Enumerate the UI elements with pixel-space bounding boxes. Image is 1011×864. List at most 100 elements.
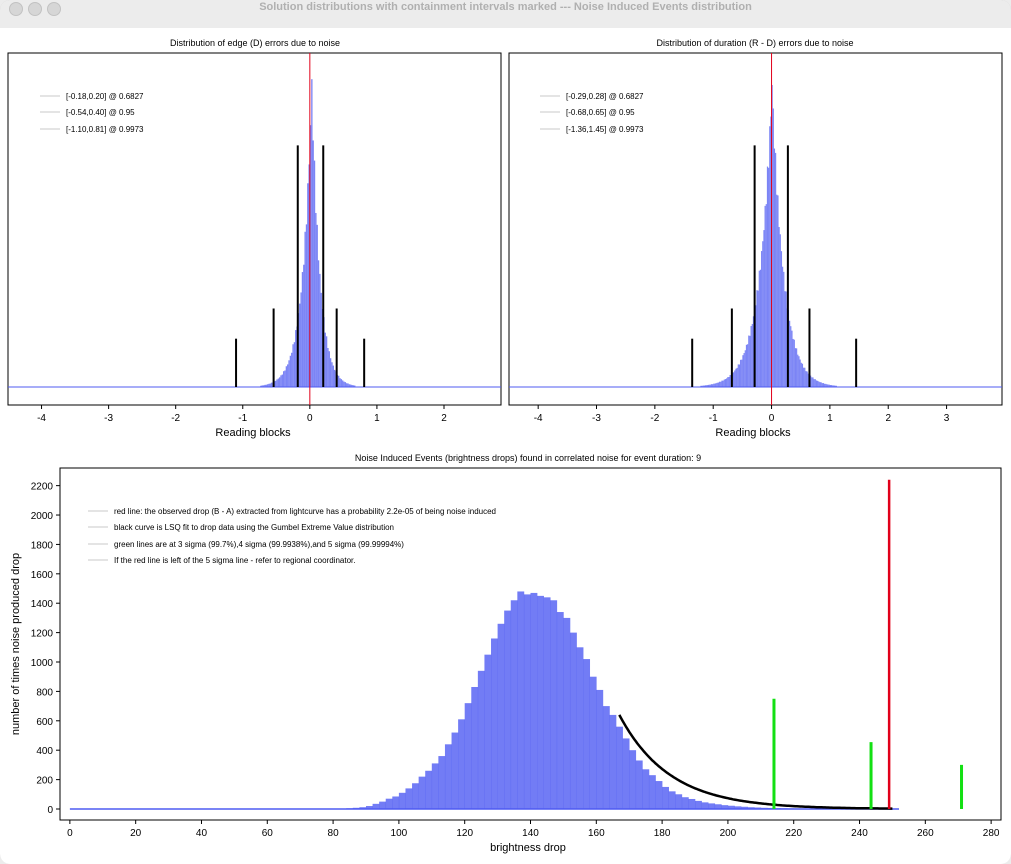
histogram-bar — [438, 756, 446, 809]
close-window-button[interactable] — [9, 2, 23, 16]
histogram-bar — [798, 356, 800, 387]
histogram-bar — [820, 382, 822, 387]
histogram-bar — [365, 806, 373, 809]
legend-entry: If the red line is left of the 5 sigma l… — [114, 556, 355, 565]
x-axis-label: brightness drop — [490, 842, 566, 854]
histogram-bar — [569, 632, 577, 809]
histogram-bar — [806, 371, 808, 387]
histogram-bar — [325, 336, 328, 387]
histogram-bar — [701, 385, 703, 387]
histogram-bar — [745, 344, 748, 387]
histogram-bar — [609, 714, 617, 809]
legend-entry: [-0.18,0.20] @ 0.6827 — [66, 92, 144, 101]
histogram-bar — [741, 806, 748, 809]
interval-lines — [235, 145, 366, 387]
histogram-bar — [332, 365, 334, 387]
histogram-bar — [412, 783, 419, 809]
x-tick-label: 240 — [851, 828, 868, 839]
x-tick-label: 220 — [785, 828, 802, 839]
histogram-bar — [348, 384, 351, 387]
histogram-bar — [764, 205, 766, 387]
chart-title: Distribution of edge (D) errors due to n… — [170, 38, 340, 48]
histogram-bar — [291, 352, 293, 387]
y-tick-label: 1800 — [31, 540, 54, 551]
histogram-bar — [797, 354, 799, 387]
histogram-bar — [288, 360, 290, 387]
histogram-bar — [751, 323, 753, 387]
x-tick-label: 1 — [827, 413, 833, 424]
histogram-bar — [266, 384, 269, 387]
histogram-bar — [550, 600, 558, 809]
histogram-bar — [622, 738, 630, 809]
histogram-bar — [278, 377, 281, 387]
histogram-bar — [484, 654, 492, 809]
histogram-bar — [602, 706, 610, 809]
x-tick-label: 140 — [522, 828, 539, 839]
histogram-bar — [720, 381, 722, 387]
histogram-bar — [804, 367, 806, 387]
histogram-bar — [713, 383, 715, 387]
histogram-bar — [681, 797, 689, 809]
histogram-bar — [758, 270, 760, 387]
interval-lines — [691, 145, 858, 387]
histogram-bar — [796, 348, 798, 387]
histogram-bar — [831, 385, 833, 387]
x-tick-label: 100 — [391, 828, 408, 839]
histogram-bar — [721, 380, 723, 387]
histogram-bar — [726, 378, 728, 387]
histogram-bar — [723, 379, 725, 387]
histogram-bar — [735, 368, 737, 387]
histogram-bar — [385, 798, 393, 809]
histogram-bar — [724, 379, 727, 387]
histogram-bar — [812, 377, 814, 387]
histogram-bar — [784, 291, 786, 387]
histogram-bar — [308, 164, 310, 387]
histogram-bar — [299, 303, 301, 387]
histogram-bar — [712, 384, 714, 387]
histogram-bar — [814, 379, 816, 387]
histogram-bar — [793, 339, 795, 387]
histogram-bar — [714, 383, 716, 387]
histogram-bar — [629, 750, 637, 809]
histogram-bar — [827, 384, 829, 387]
histogram-bar — [762, 241, 764, 387]
histogram-bar — [789, 320, 791, 387]
histogram-bar — [312, 140, 314, 387]
histogram-bar — [818, 381, 820, 387]
histogram-bar — [372, 803, 380, 809]
histogram-bar — [504, 610, 512, 809]
x-tick-label: 40 — [196, 828, 208, 839]
histogram-bar — [300, 292, 302, 387]
gumbel-fit-curve — [618, 714, 893, 810]
plots-canvas: Distribution of edge (D) errors due to n… — [7, 38, 1003, 854]
histogram-bar — [757, 290, 759, 387]
histogram-bar — [510, 600, 518, 809]
histogram-bar — [741, 359, 743, 387]
legend-entry: [-0.54,0.40] @ 0.95 — [66, 108, 135, 117]
x-tick-label: 200 — [720, 828, 737, 839]
histogram-bar — [304, 231, 306, 387]
histogram-bar — [331, 362, 333, 387]
histogram-bar — [655, 781, 663, 809]
legend: [-0.18,0.20] @ 0.6827 [-0.54,0.40] @ 0.9… — [40, 92, 144, 134]
y-tick-label: 600 — [36, 717, 53, 728]
x-tick-label: -2 — [650, 413, 659, 424]
legend-entry: red line: the observed drop (B - A) extr… — [114, 507, 496, 516]
histogram-bar — [777, 195, 779, 387]
minimize-window-button[interactable] — [28, 2, 42, 16]
histogram — [509, 85, 1002, 388]
histogram-bar — [800, 362, 802, 387]
histogram-bar — [264, 384, 266, 387]
x-tick-label: 280 — [983, 828, 1000, 839]
zoom-window-button[interactable] — [47, 2, 61, 16]
histogram-bar — [768, 167, 770, 387]
histogram-bar — [283, 371, 285, 387]
histogram-bar — [719, 381, 721, 387]
histogram-bar — [576, 647, 584, 809]
histogram-bar — [701, 802, 709, 809]
histogram-bar — [819, 382, 821, 387]
histogram-bar — [773, 148, 776, 387]
legend-entry: [-1.10,0.81] @ 0.9973 — [66, 125, 144, 134]
histogram-bar — [523, 594, 531, 809]
chart-title: Distribution of duration (R - D) errors … — [656, 38, 853, 48]
